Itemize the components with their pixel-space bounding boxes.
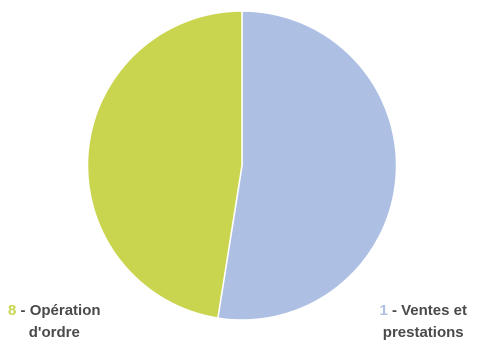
slice-number: 8: [8, 302, 17, 319]
slice-name-line-1: Opération: [29, 302, 101, 319]
slice-label-operation-d-ordre: 8 - Opération d'ordre: [8, 300, 101, 344]
slice-label-line-1: 1 - Ventes et: [379, 300, 467, 322]
slice-name-line-2: d'ordre: [28, 324, 80, 341]
slice-label-ventes-et-prestations: 1 - Ventes et prestations: [379, 300, 467, 344]
slice-name-line-1: Ventes et: [401, 302, 467, 319]
pie-slices: [86, 10, 398, 321]
slice-name-line-2: prestations: [382, 324, 464, 341]
slice-number: 1: [379, 302, 388, 319]
slice-separator: -: [16, 302, 30, 319]
pie-slice-op-ration-d-ordre: [86, 10, 243, 319]
slice-label-line-1: 8 - Opération: [8, 300, 101, 322]
pie-slice-ventes-et-prestations: [216, 10, 398, 321]
slice-separator: -: [387, 302, 402, 319]
